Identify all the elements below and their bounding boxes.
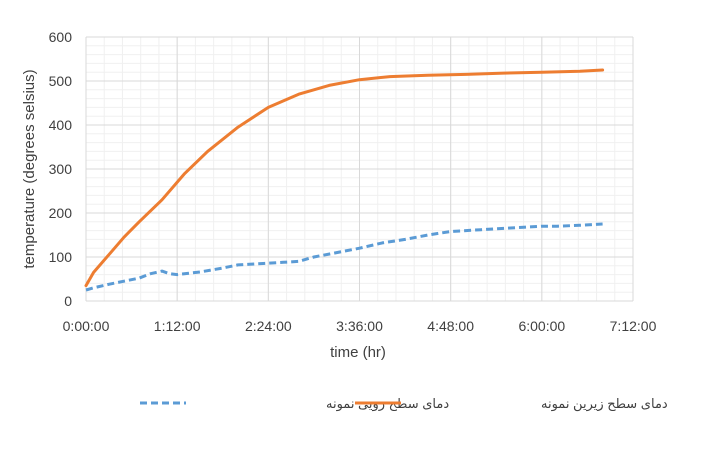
major-gridlines xyxy=(85,36,634,302)
x-tick-label: 0:00:00 xyxy=(63,318,110,334)
series-line-1 xyxy=(85,222,603,292)
x-tick-label: 6:00:00 xyxy=(518,318,565,334)
y-tick-label: 500 xyxy=(49,73,73,89)
x-tick-label: 7:12:00 xyxy=(610,318,657,334)
y-tick-label: 100 xyxy=(49,249,73,265)
x-axis-title: time (hr) xyxy=(330,344,386,361)
y-tick-label: 0 xyxy=(64,293,72,309)
x-tick-label: 3:36:00 xyxy=(336,318,383,334)
series-lines xyxy=(84,68,605,292)
x-tick-label: 1:12:00 xyxy=(154,318,201,334)
x-tick-label: 2:24:00 xyxy=(245,318,292,334)
y-tick-label: 600 xyxy=(49,29,73,45)
y-tick-label: 400 xyxy=(49,117,73,133)
x-axis-tick-labels: 0:00:00 1:12:00 2:24:00 3:36:00 4:48:00 6:00:… xyxy=(63,318,657,334)
series-line-2 xyxy=(84,68,605,288)
y-axis-title: temperature (degrees selsius) xyxy=(21,69,38,268)
y-axis-tick-labels: 0 100 200 300 400 500 600 xyxy=(49,29,73,309)
x-tick-label: 4:48:00 xyxy=(427,318,474,334)
y-tick-label: 300 xyxy=(49,161,73,177)
legend-label-2: دمای سطح زیرین نمونه xyxy=(541,396,668,412)
y-tick-label: 200 xyxy=(49,205,73,221)
